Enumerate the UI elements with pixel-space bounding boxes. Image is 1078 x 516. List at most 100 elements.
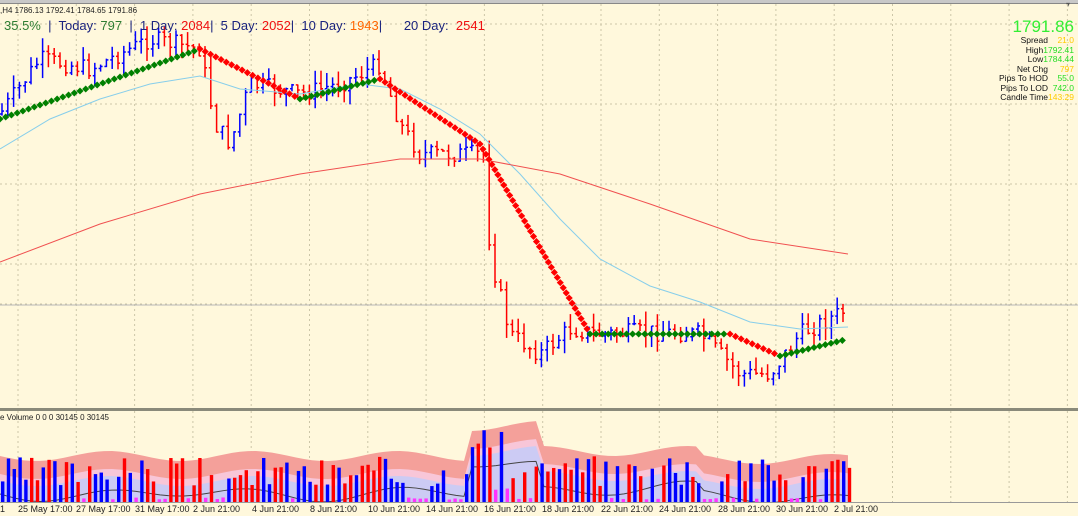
panel-separator[interactable] bbox=[0, 408, 1078, 411]
volume-bar bbox=[830, 461, 834, 502]
trend-dot bbox=[838, 336, 846, 344]
trend-dot bbox=[529, 232, 538, 240]
trend-dot bbox=[336, 85, 344, 93]
time-label: 10 Jun 21:00 bbox=[368, 504, 421, 514]
volume-bar bbox=[772, 480, 776, 502]
pct-value: 35.5% bbox=[4, 18, 41, 33]
volume-bar bbox=[378, 456, 382, 502]
volume-bar bbox=[801, 477, 805, 502]
price-chart[interactable]: ,H4 1786.13 1792.41 1784.65 1791.86 35.5… bbox=[0, 4, 1078, 408]
volume-bar bbox=[755, 498, 759, 502]
trend-dot bbox=[476, 140, 484, 148]
volume-bar bbox=[151, 481, 156, 502]
volume-bar bbox=[552, 467, 556, 502]
trend-dot bbox=[401, 91, 409, 99]
trend-dot bbox=[353, 81, 361, 89]
volume-bar bbox=[523, 472, 527, 502]
trend-dot bbox=[396, 88, 404, 96]
trend-dot bbox=[291, 92, 299, 100]
time-label: 16 Jun 21:00 bbox=[484, 504, 537, 514]
d20-value: 2541 bbox=[455, 18, 485, 33]
volume-bar bbox=[430, 486, 434, 502]
d1-label: 1 Day: bbox=[139, 18, 178, 33]
trend-dot bbox=[592, 330, 600, 338]
volume-bar bbox=[227, 478, 231, 502]
price-chart-canvas bbox=[0, 4, 1078, 408]
time-label: 24 Jun 21:00 bbox=[659, 504, 712, 514]
trend-dot bbox=[431, 111, 439, 119]
time-label: 22 Jun 21:00 bbox=[601, 504, 654, 514]
trend-dot bbox=[708, 330, 716, 338]
trend-dot bbox=[53, 95, 61, 103]
volume-bar bbox=[395, 482, 399, 502]
trend-dot bbox=[485, 155, 493, 163]
volume-bar bbox=[563, 463, 567, 502]
trend-dot bbox=[671, 330, 679, 338]
trend-dot bbox=[42, 99, 50, 107]
trend-dot bbox=[532, 238, 541, 246]
trend-dot bbox=[515, 207, 523, 215]
trend-dot bbox=[726, 330, 734, 338]
trend-dot bbox=[296, 95, 304, 103]
trend-dot bbox=[488, 161, 496, 169]
trend-dot bbox=[30, 103, 38, 111]
info-value: 797 bbox=[1059, 63, 1074, 74]
trend-dot bbox=[497, 176, 505, 184]
volume-bar bbox=[644, 499, 649, 502]
volume-bar bbox=[267, 484, 272, 502]
trend-dot bbox=[376, 75, 384, 83]
d1-value: 2084 bbox=[181, 18, 211, 33]
trend-dot bbox=[133, 67, 141, 75]
trend-dot bbox=[436, 114, 444, 122]
volume-bar bbox=[146, 469, 150, 502]
volume-bar bbox=[343, 483, 347, 502]
trend-dot bbox=[275, 84, 283, 93]
trend-dot bbox=[179, 51, 187, 59]
volume-bar bbox=[262, 457, 266, 502]
volume-bar bbox=[366, 464, 370, 502]
time-label: 31 May 17:00 bbox=[135, 504, 190, 514]
volume-bar bbox=[528, 498, 533, 502]
info-label: Candle Time bbox=[1000, 92, 1048, 102]
trend-dot bbox=[270, 82, 278, 90]
trend-dot bbox=[173, 53, 181, 61]
trend-dot bbox=[743, 337, 751, 345]
trend-dot bbox=[544, 258, 552, 266]
trend-dot bbox=[816, 342, 824, 350]
trend-dot bbox=[233, 63, 241, 71]
volume-bar bbox=[807, 466, 811, 502]
volume-bar bbox=[302, 466, 306, 502]
volume-bar bbox=[633, 466, 637, 502]
volume-bar bbox=[795, 498, 799, 502]
info-value: 21.0 bbox=[1057, 35, 1074, 45]
volume-bar bbox=[273, 467, 277, 502]
info-row: High1792.41 bbox=[999, 45, 1074, 56]
volume-bar bbox=[615, 466, 620, 502]
volume-bar bbox=[639, 476, 643, 502]
volume-bar bbox=[233, 477, 237, 502]
d20-label: 20 Day: bbox=[403, 18, 449, 33]
trend-dot bbox=[365, 78, 373, 86]
range-stats: 35.5% | Today: 797 | 1 Day: 2084| 5 Day:… bbox=[4, 18, 485, 33]
trend-dot bbox=[446, 120, 454, 129]
trend-dot bbox=[212, 53, 220, 61]
trend-dot bbox=[629, 330, 637, 338]
volume-bar bbox=[650, 468, 654, 502]
volume-bar bbox=[482, 430, 486, 502]
trend-dot bbox=[574, 309, 582, 317]
volume-bar bbox=[465, 474, 469, 502]
volume-bar bbox=[186, 498, 190, 502]
trend-dot bbox=[547, 263, 555, 271]
trend-dot bbox=[167, 55, 175, 63]
trend-dot bbox=[527, 227, 535, 235]
info-row: Candle Time143:29 bbox=[999, 92, 1074, 103]
trend-dot bbox=[512, 202, 520, 210]
trend-dot bbox=[689, 330, 698, 338]
volume-bar bbox=[209, 475, 214, 502]
time-label: 25 May 17:00 bbox=[18, 504, 73, 514]
volume-bar bbox=[505, 488, 509, 502]
scroll-arrow-icon[interactable]: ▾ bbox=[1065, 0, 1070, 9]
volume-panel[interactable]: e Volume 0 0 0 30145 0 30145 bbox=[0, 411, 1078, 502]
info-row: Pips To HOD 55.0 bbox=[999, 73, 1074, 84]
trend-dot bbox=[538, 248, 546, 256]
